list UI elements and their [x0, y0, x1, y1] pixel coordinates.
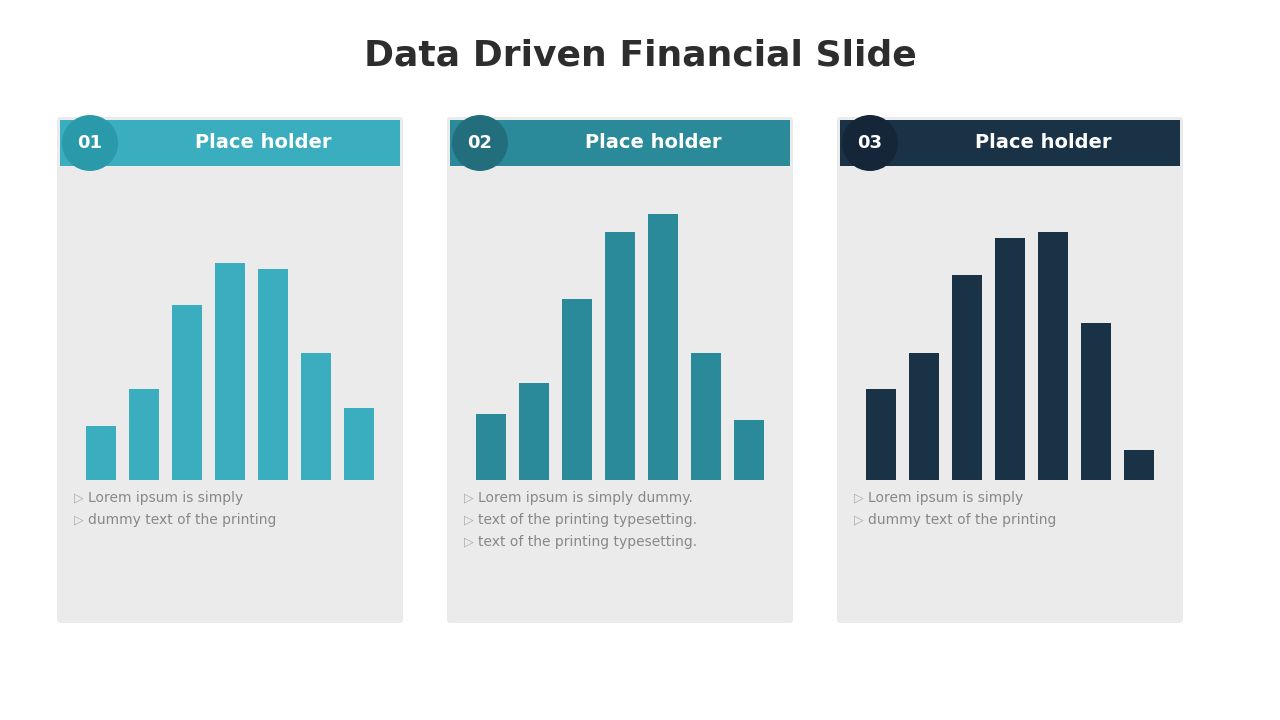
Text: ▷: ▷: [74, 513, 83, 526]
FancyBboxPatch shape: [562, 299, 593, 480]
FancyBboxPatch shape: [691, 354, 721, 480]
FancyBboxPatch shape: [520, 383, 549, 480]
Text: text of the printing typesetting.: text of the printing typesetting.: [477, 535, 698, 549]
FancyBboxPatch shape: [257, 269, 288, 480]
Text: ▷: ▷: [465, 536, 474, 549]
Text: dummy text of the printing: dummy text of the printing: [868, 513, 1056, 527]
FancyBboxPatch shape: [58, 117, 403, 623]
FancyBboxPatch shape: [733, 420, 764, 480]
FancyBboxPatch shape: [343, 408, 374, 480]
Circle shape: [61, 115, 118, 171]
Text: Place holder: Place holder: [195, 133, 332, 153]
FancyBboxPatch shape: [837, 117, 1183, 623]
FancyBboxPatch shape: [87, 426, 116, 480]
Text: ▷: ▷: [465, 492, 474, 505]
Text: 01: 01: [78, 134, 102, 152]
Circle shape: [452, 115, 508, 171]
FancyBboxPatch shape: [952, 274, 982, 480]
Text: ▷: ▷: [74, 492, 83, 505]
FancyBboxPatch shape: [1080, 323, 1111, 480]
FancyBboxPatch shape: [1038, 233, 1068, 480]
FancyBboxPatch shape: [172, 305, 202, 480]
Circle shape: [842, 115, 899, 171]
FancyBboxPatch shape: [867, 390, 896, 480]
Text: dummy text of the printing: dummy text of the printing: [88, 513, 276, 527]
Text: Lorem ipsum is simply: Lorem ipsum is simply: [88, 491, 243, 505]
FancyBboxPatch shape: [648, 215, 678, 480]
FancyBboxPatch shape: [215, 263, 244, 480]
Text: Lorem ipsum is simply dummy.: Lorem ipsum is simply dummy.: [477, 491, 692, 505]
FancyBboxPatch shape: [451, 120, 790, 166]
Text: Place holder: Place holder: [975, 133, 1111, 153]
FancyBboxPatch shape: [1124, 450, 1153, 480]
Text: ▷: ▷: [854, 492, 864, 505]
FancyBboxPatch shape: [60, 120, 399, 166]
Text: 02: 02: [467, 134, 493, 152]
FancyBboxPatch shape: [605, 233, 635, 480]
FancyBboxPatch shape: [301, 354, 330, 480]
Text: ▷: ▷: [465, 513, 474, 526]
FancyBboxPatch shape: [129, 390, 159, 480]
Text: Lorem ipsum is simply: Lorem ipsum is simply: [868, 491, 1023, 505]
FancyBboxPatch shape: [840, 120, 1180, 166]
FancyBboxPatch shape: [909, 354, 940, 480]
Text: Place holder: Place holder: [585, 133, 721, 153]
Text: text of the printing typesetting.: text of the printing typesetting.: [477, 513, 698, 527]
Text: Data Driven Financial Slide: Data Driven Financial Slide: [364, 38, 916, 72]
FancyBboxPatch shape: [995, 238, 1025, 480]
Text: 03: 03: [858, 134, 882, 152]
Text: ▷: ▷: [854, 513, 864, 526]
FancyBboxPatch shape: [476, 413, 507, 480]
FancyBboxPatch shape: [447, 117, 794, 623]
